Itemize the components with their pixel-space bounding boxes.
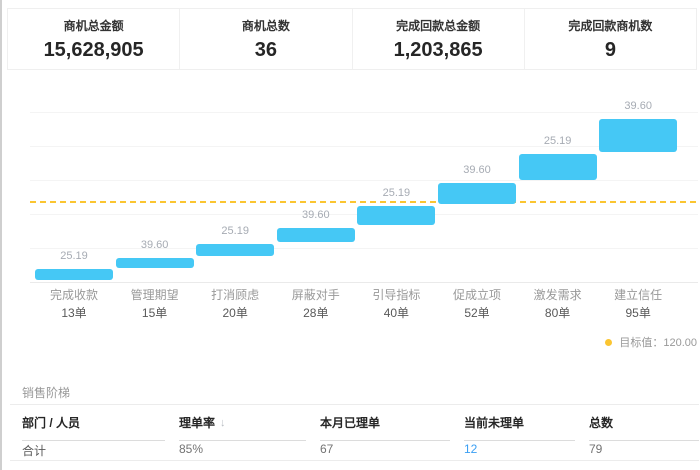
funnel-bar[interactable]: [196, 244, 275, 256]
gridline: [30, 112, 698, 113]
stat-label: 商机总金额: [63, 18, 124, 33]
bar-value-label: 25.19: [221, 225, 249, 237]
table-header-4[interactable]: 总数: [589, 414, 699, 441]
bar-value-label: 39.60: [140, 239, 169, 251]
stat-label: 完成回款总金额: [396, 18, 481, 33]
stat-card-item: 完成回款总金额 1,203,865: [351, 9, 524, 69]
stage-count: 15单: [141, 306, 168, 320]
stat-value: 1,203,865: [393, 38, 483, 61]
table-header-1[interactable]: 理单率 ↓: [179, 414, 306, 441]
stage-name: 打消顾虑: [211, 288, 260, 302]
sales-ladder-section: 销售阶梯 部门 / 人员 理单率 ↓ 本月已理单 当前未理单 总数 合计 85% 67 12 79: [2, 370, 700, 470]
funnel-bar[interactable]: [115, 258, 194, 268]
target-value-line: [30, 201, 698, 203]
stats-card: 商机总金额 15,628,905 商机总数 36 完成回款总金额 1,203,865 完成回…: [7, 8, 697, 70]
stage-count: 52单: [464, 306, 490, 320]
table-header-label: 本月已理单: [320, 416, 381, 430]
stage-name: 屏蔽对手: [291, 288, 340, 302]
table-cell-2: 67: [320, 442, 334, 456]
unfinished-orders-link[interactable]: 12: [464, 442, 478, 456]
table-header-label: 当前未理单: [464, 416, 525, 430]
table-header-label: 总数: [589, 416, 614, 430]
chart-legend[interactable]: 目标值：120.00: [605, 334, 697, 350]
stage-name: 促成立项: [452, 288, 501, 302]
table-header-label: 部门 / 人员: [22, 416, 81, 430]
funnel-bar[interactable]: [599, 119, 678, 152]
stage-name: 完成收款: [49, 288, 98, 302]
stage-name: 建立信任: [614, 288, 663, 302]
section-title: 销售阶梯: [22, 386, 71, 400]
stat-value: 9: [604, 38, 616, 61]
stage-count: 13单: [61, 306, 87, 320]
table-cell-0: 合计: [22, 444, 47, 458]
table-header-2[interactable]: 本月已理单: [320, 414, 450, 441]
stat-card-item: 完成回款商机数 9: [523, 9, 696, 69]
bar-value-label: 39.60: [302, 209, 330, 221]
funnel-bar[interactable]: [357, 206, 436, 225]
target-legend-label: 目标值：120.00: [619, 337, 697, 349]
stage-count: 20单: [222, 306, 248, 320]
funnel-bar[interactable]: [518, 154, 597, 180]
gridline: [30, 248, 698, 249]
table-total-row: 合计 85% 67 12 79: [2, 438, 700, 459]
table-header-3[interactable]: 当前未理单: [464, 414, 575, 441]
table-cell-4: 79: [589, 442, 603, 456]
funnel-bar[interactable]: [438, 183, 516, 204]
bar-value-label: 25.19: [543, 135, 572, 147]
row-divider: [10, 460, 699, 461]
bar-value-label: 25.19: [382, 187, 411, 199]
gridline: [30, 146, 698, 147]
funnel-bar[interactable]: [276, 228, 355, 242]
stat-label: 商机总数: [241, 18, 290, 33]
funnel-bar[interactable]: [35, 269, 113, 280]
stage-count: 28单: [303, 306, 329, 320]
target-legend-dot: [605, 338, 613, 346]
section-divider: [10, 404, 699, 405]
stage-name: 引导指标: [372, 288, 421, 302]
stage-count: 80单: [544, 306, 571, 320]
gridline: [30, 282, 698, 283]
sort-descending-icon[interactable]: ↓: [220, 416, 226, 429]
stat-card-item: 商机总金额 15,628,905: [8, 9, 179, 69]
table-header-0[interactable]: 部门 / 人员: [22, 414, 165, 441]
table-cell-3: 12: [464, 438, 575, 459]
stat-label: 完成回款商机数: [568, 18, 653, 33]
gridline: [30, 180, 698, 181]
stage-count: 40单: [383, 306, 410, 320]
stage-name: 激发需求: [533, 288, 582, 302]
table-cell-1: 85%: [179, 442, 204, 456]
bar-value-label: 25.19: [60, 250, 88, 262]
table-header-row: 部门 / 人员 理单率 ↓ 本月已理单 当前未理单 总数: [2, 414, 700, 441]
stage-count: 95单: [625, 306, 651, 320]
stat-value: 15,628,905: [43, 38, 144, 61]
stat-value: 36: [254, 38, 277, 61]
funnel-chart: 25.19 39.60 25.19 39.60 25.19 39.60 25.19 39.60…: [2, 70, 700, 370]
bar-value-label: 39.60: [463, 164, 491, 176]
stat-card-item: 商机总数 36: [179, 9, 351, 69]
stage-name: 管理期望: [130, 288, 179, 302]
table-header-label: 理单率: [179, 416, 216, 430]
bar-value-label: 39.60: [624, 100, 652, 112]
